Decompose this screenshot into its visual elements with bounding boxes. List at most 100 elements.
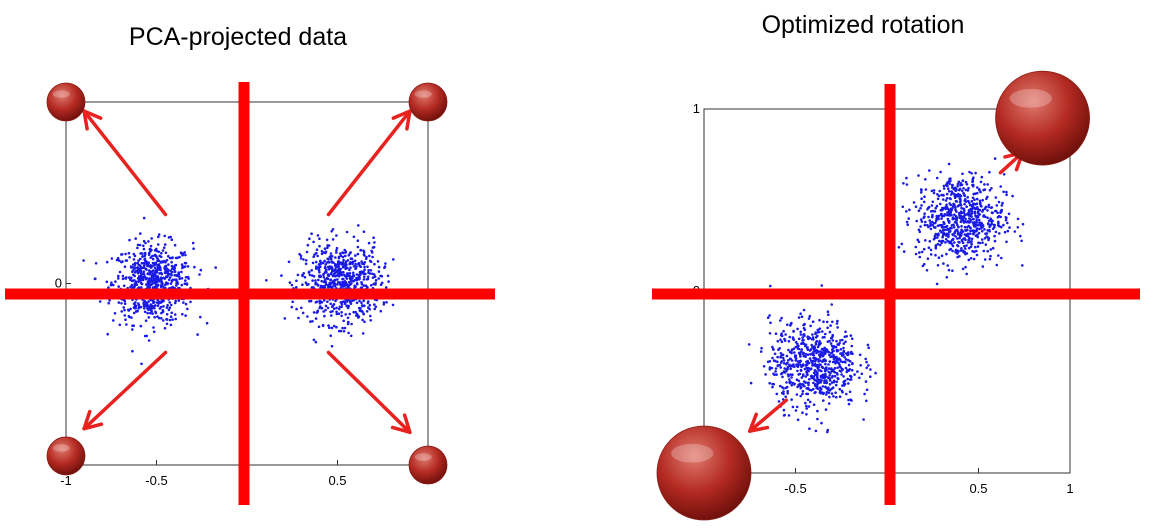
data-point <box>354 310 358 314</box>
data-point <box>947 219 951 223</box>
data-point <box>999 185 1002 188</box>
data-point <box>300 306 303 310</box>
data-point <box>107 301 110 305</box>
data-point <box>199 315 202 319</box>
data-point <box>98 300 102 303</box>
data-point <box>831 335 834 339</box>
data-point <box>949 230 952 233</box>
data-point <box>132 258 136 261</box>
data-point <box>367 269 370 272</box>
data-point <box>302 272 306 275</box>
data-point <box>849 334 853 337</box>
data-point <box>812 338 815 341</box>
data-point <box>379 309 383 313</box>
data-point <box>127 251 131 255</box>
data-point <box>836 326 839 329</box>
data-point <box>134 269 138 273</box>
data-point <box>345 230 349 234</box>
data-point <box>816 380 819 384</box>
data-point <box>942 262 945 265</box>
data-point <box>780 332 783 336</box>
data-point <box>326 273 330 277</box>
data-point <box>317 325 321 329</box>
data-point <box>766 316 770 320</box>
data-point <box>958 236 961 240</box>
data-point <box>329 302 333 306</box>
data-point <box>995 204 999 207</box>
data-point <box>382 303 386 306</box>
data-point <box>149 250 152 253</box>
data-point <box>131 328 134 331</box>
data-point <box>951 249 954 253</box>
y-tick-label: 0 <box>55 276 62 291</box>
data-point <box>122 306 125 309</box>
data-point <box>364 257 368 261</box>
data-point <box>932 237 936 241</box>
data-point <box>811 362 814 365</box>
data-point <box>842 375 845 378</box>
data-point <box>946 207 949 211</box>
data-point <box>132 305 136 309</box>
data-point <box>775 392 779 396</box>
data-point <box>842 342 846 345</box>
data-point <box>817 360 820 363</box>
data-point <box>862 418 865 421</box>
data-point <box>824 385 827 389</box>
data-point <box>163 326 167 330</box>
data-point <box>838 387 842 391</box>
data-point <box>949 203 953 207</box>
data-point <box>823 352 827 356</box>
data-point <box>830 369 833 373</box>
data-point <box>962 221 966 224</box>
data-point <box>986 183 989 186</box>
data-point <box>786 323 789 327</box>
data-point <box>322 299 326 302</box>
data-point <box>949 197 952 201</box>
data-point <box>152 305 156 308</box>
data-point <box>801 336 804 339</box>
data-point <box>117 274 120 278</box>
data-point <box>168 306 172 310</box>
right-chart-title: Optimized rotation <box>762 11 965 39</box>
data-point <box>979 204 982 207</box>
data-point <box>93 277 97 281</box>
data-point <box>374 305 378 309</box>
data-point <box>941 236 944 239</box>
data-point <box>355 282 359 285</box>
data-point <box>975 227 979 230</box>
data-point <box>140 266 143 270</box>
data-point <box>123 308 126 312</box>
data-point <box>321 261 325 265</box>
data-point <box>173 270 177 274</box>
arrow-head <box>82 409 104 431</box>
data-point <box>337 265 341 268</box>
data-point <box>768 368 772 371</box>
data-point <box>363 275 366 279</box>
data-point <box>327 244 331 247</box>
data-point <box>348 312 352 316</box>
data-point <box>352 265 356 268</box>
data-point <box>964 188 968 192</box>
data-point <box>940 254 944 258</box>
data-point <box>917 228 921 232</box>
data-point <box>978 199 982 203</box>
data-point <box>781 371 784 375</box>
data-point <box>952 202 955 206</box>
data-point <box>945 192 949 196</box>
data-point <box>940 241 943 245</box>
data-point <box>160 251 163 255</box>
data-point <box>161 282 164 286</box>
data-point <box>981 208 985 212</box>
data-point <box>318 306 322 310</box>
data-point <box>945 203 948 207</box>
data-point <box>972 232 975 236</box>
data-point <box>358 262 361 266</box>
data-point <box>849 398 852 402</box>
data-point <box>106 332 109 336</box>
data-point <box>331 228 335 231</box>
data-point <box>961 179 965 183</box>
data-point <box>317 268 321 271</box>
data-point <box>341 277 344 281</box>
data-point <box>368 304 372 307</box>
data-point <box>944 237 948 241</box>
